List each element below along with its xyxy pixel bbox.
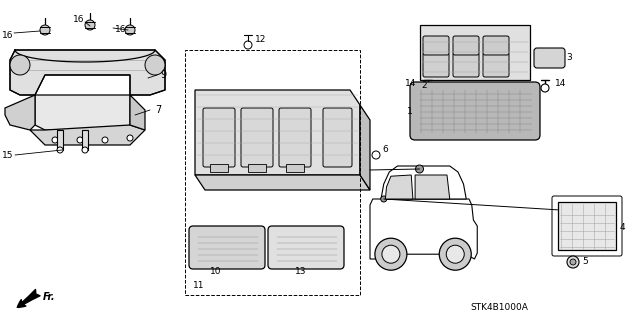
- Bar: [558, 202, 616, 250]
- FancyBboxPatch shape: [483, 36, 509, 55]
- Circle shape: [10, 55, 30, 75]
- FancyBboxPatch shape: [189, 226, 265, 269]
- Circle shape: [424, 84, 432, 92]
- FancyBboxPatch shape: [483, 53, 509, 77]
- Polygon shape: [385, 175, 413, 199]
- Polygon shape: [195, 175, 370, 190]
- FancyBboxPatch shape: [203, 108, 235, 167]
- Circle shape: [85, 20, 95, 30]
- Circle shape: [52, 137, 58, 143]
- Circle shape: [541, 84, 549, 92]
- Text: 2: 2: [421, 81, 427, 91]
- Text: 12: 12: [255, 35, 266, 44]
- Bar: [185, 50, 360, 295]
- Circle shape: [244, 41, 252, 49]
- Text: 11: 11: [193, 280, 205, 290]
- FancyBboxPatch shape: [410, 82, 540, 140]
- FancyBboxPatch shape: [268, 226, 344, 269]
- Text: 13: 13: [295, 268, 307, 277]
- Circle shape: [446, 245, 464, 263]
- Circle shape: [82, 147, 88, 153]
- Text: STK4B1000A: STK4B1000A: [470, 303, 528, 313]
- FancyBboxPatch shape: [279, 108, 311, 167]
- Circle shape: [439, 238, 471, 270]
- Bar: [248, 164, 266, 172]
- Text: 9: 9: [160, 70, 166, 80]
- Polygon shape: [130, 95, 145, 130]
- Text: 16: 16: [2, 31, 13, 40]
- Polygon shape: [195, 90, 360, 175]
- Text: 3: 3: [566, 54, 572, 63]
- Text: 10: 10: [210, 268, 221, 277]
- Circle shape: [375, 238, 407, 270]
- Bar: [82, 130, 88, 150]
- Circle shape: [125, 25, 135, 35]
- Bar: [57, 130, 63, 150]
- Circle shape: [382, 245, 400, 263]
- FancyBboxPatch shape: [423, 53, 449, 77]
- Polygon shape: [360, 105, 370, 190]
- Text: 16: 16: [115, 26, 127, 34]
- Polygon shape: [370, 199, 477, 259]
- FancyBboxPatch shape: [323, 108, 352, 167]
- Circle shape: [567, 256, 579, 268]
- FancyBboxPatch shape: [453, 36, 479, 55]
- Polygon shape: [10, 50, 165, 95]
- Text: 1: 1: [407, 108, 413, 116]
- Text: 4: 4: [620, 224, 626, 233]
- Text: Fr.: Fr.: [43, 292, 56, 302]
- FancyBboxPatch shape: [241, 108, 273, 167]
- Text: 7: 7: [155, 105, 161, 115]
- Text: 14: 14: [405, 79, 417, 88]
- Polygon shape: [381, 166, 467, 199]
- Circle shape: [415, 165, 424, 173]
- Bar: [286, 164, 304, 172]
- Circle shape: [57, 147, 63, 153]
- Bar: [210, 164, 228, 172]
- FancyBboxPatch shape: [534, 48, 565, 68]
- Text: 6: 6: [382, 145, 388, 154]
- Polygon shape: [415, 175, 450, 199]
- Circle shape: [77, 137, 83, 143]
- Text: 14: 14: [555, 79, 566, 88]
- Circle shape: [40, 25, 50, 35]
- Polygon shape: [35, 95, 130, 130]
- Text: 16: 16: [73, 16, 84, 25]
- Circle shape: [570, 259, 576, 265]
- Circle shape: [381, 196, 387, 202]
- Circle shape: [372, 151, 380, 159]
- Circle shape: [102, 137, 108, 143]
- Text: 5: 5: [582, 257, 588, 266]
- Bar: [420, 25, 530, 80]
- Polygon shape: [5, 95, 35, 130]
- FancyBboxPatch shape: [453, 53, 479, 77]
- Circle shape: [145, 55, 165, 75]
- Polygon shape: [30, 125, 145, 145]
- Text: 15: 15: [2, 151, 13, 160]
- FancyBboxPatch shape: [423, 36, 449, 55]
- Circle shape: [127, 135, 133, 141]
